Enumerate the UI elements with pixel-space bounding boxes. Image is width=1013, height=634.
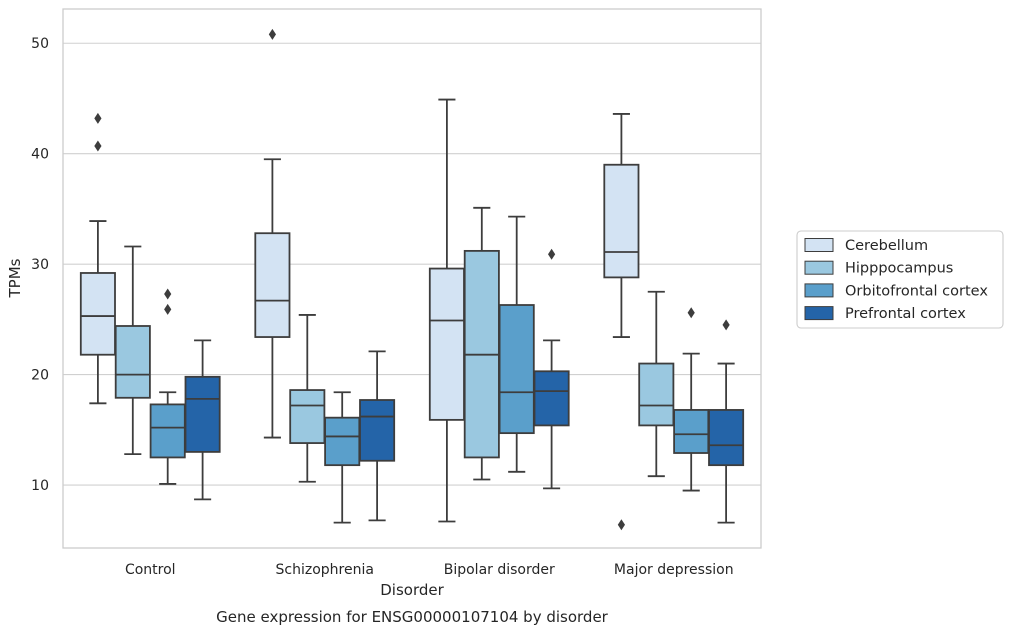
outlier-point [94, 140, 102, 152]
legend-label: Hipppocampus [845, 261, 953, 277]
legend-swatch [804, 238, 834, 252]
outlier-point [268, 28, 276, 40]
x-tick-labels: Control Schizophrenia Bipolar disorder Majo… [125, 562, 734, 578]
box-plot-item [254, 28, 291, 439]
box-iqr [114, 325, 151, 399]
legend-swatch [804, 260, 834, 275]
box-plot-item [708, 319, 745, 524]
box-iqr [638, 362, 675, 427]
box-iqr [184, 375, 221, 453]
box-plot-item [533, 248, 570, 490]
plot-frame [62, 8, 762, 549]
box-plot-item [114, 245, 151, 456]
box-plot-item [638, 290, 675, 478]
y-axis-label: TPMs [6, 258, 24, 298]
y-tick-labels: 10 20 30 40 50 [31, 36, 49, 494]
box-iqr [149, 403, 186, 459]
box-plot-item [673, 307, 710, 492]
box-iqr [498, 304, 535, 435]
box-iqr [533, 370, 570, 427]
x-tick-label: Bipolar disorder [444, 562, 555, 578]
box-iqr [324, 416, 361, 467]
box-plot-item [184, 339, 221, 501]
y-tick-label: 20 [31, 368, 49, 384]
chart-caption: Gene expression for ENSG00000107104 by d… [216, 608, 609, 626]
box-plot-item [289, 314, 326, 483]
outlier-point [164, 303, 172, 315]
legend-label: Cerebellum [845, 238, 928, 254]
box-iqr [603, 163, 640, 279]
box-iqr [254, 232, 291, 338]
x-tick-label: Major depression [614, 562, 734, 578]
y-tick-label: 40 [31, 147, 49, 163]
box-plot-item [149, 288, 186, 485]
outlier-point [548, 248, 556, 260]
box-plot-item [79, 112, 116, 405]
box-iqr [289, 389, 326, 444]
x-axis-label: Disorder [380, 581, 444, 599]
box-iqr [673, 409, 710, 454]
legend-label: Prefrontal cortex [845, 306, 966, 322]
legend-swatch [804, 283, 834, 298]
box-plot-item [498, 215, 535, 473]
outlier-point [722, 319, 730, 331]
outlier-point [617, 519, 625, 531]
box-plot-item [603, 113, 640, 531]
legend-frame [796, 230, 1004, 329]
outlier-point [94, 112, 102, 124]
legend-label: Orbitofrontal cortex [845, 283, 988, 299]
x-tick-label: Control [125, 562, 176, 578]
y-tick-label: 50 [31, 36, 49, 52]
y-tick-label: 30 [31, 257, 49, 273]
x-tick-label: Schizophrenia [276, 562, 374, 578]
outlier-point [164, 288, 172, 300]
y-tick-label: 10 [31, 478, 49, 494]
legend-swatch [804, 306, 834, 321]
box-plot-item [463, 206, 500, 481]
box-iqr [359, 399, 396, 462]
box-plot-item [359, 350, 396, 522]
box-plot-item [324, 391, 361, 524]
box-series [79, 28, 745, 531]
box-plot-item [428, 98, 465, 523]
box-iqr [428, 267, 465, 421]
box-iqr [79, 272, 116, 356]
outlier-point [687, 307, 695, 319]
legend: Cerebellum Hipppocampus Orbitofrontal cort… [796, 230, 1004, 329]
box-iqr [708, 409, 745, 467]
